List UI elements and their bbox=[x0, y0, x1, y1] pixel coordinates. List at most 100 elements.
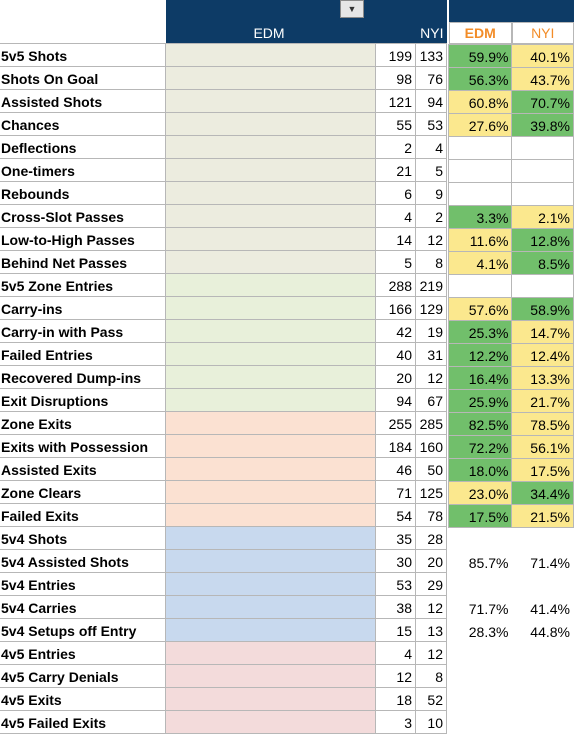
row-label[interactable]: 5v4 Setups off Entry bbox=[0, 618, 166, 642]
row-label[interactable]: Zone Exits bbox=[0, 411, 166, 435]
row-bar-cell[interactable] bbox=[165, 549, 376, 573]
row-label[interactable]: Exits with Possession bbox=[0, 434, 166, 458]
edm-value[interactable]: 121 bbox=[375, 89, 416, 113]
edm-value[interactable]: 184 bbox=[375, 434, 416, 458]
row-bar-cell[interactable] bbox=[165, 710, 376, 734]
edm-value[interactable]: 255 bbox=[375, 411, 416, 435]
edm-value[interactable]: 53 bbox=[375, 572, 416, 596]
nyi-pct[interactable]: 43.7% bbox=[511, 67, 574, 91]
row-bar-cell[interactable] bbox=[165, 135, 376, 159]
nyi-pct[interactable]: 58.9% bbox=[511, 297, 574, 321]
nyi-pct[interactable] bbox=[511, 642, 574, 666]
nyi-pct[interactable] bbox=[511, 688, 574, 712]
row-bar-cell[interactable] bbox=[165, 503, 376, 527]
edm-pct[interactable]: 59.9% bbox=[447, 44, 513, 68]
edm-pct[interactable]: 25.9% bbox=[447, 389, 513, 413]
row-label[interactable]: 5v5 Shots bbox=[0, 43, 166, 67]
edm-pct[interactable]: 82.5% bbox=[447, 412, 513, 436]
nyi-value[interactable]: 4 bbox=[415, 135, 447, 159]
edm-pct[interactable] bbox=[447, 527, 513, 551]
filter-dropdown-button[interactable]: ▼ bbox=[340, 0, 364, 18]
nyi-pct[interactable] bbox=[511, 274, 574, 298]
nyi-value[interactable]: 129 bbox=[415, 296, 447, 320]
edm-value[interactable]: 20 bbox=[375, 365, 416, 389]
row-label[interactable]: Assisted Shots bbox=[0, 89, 166, 113]
row-bar-cell[interactable] bbox=[165, 342, 376, 366]
edm-value[interactable]: 199 bbox=[375, 43, 416, 67]
row-label[interactable]: 5v5 Zone Entries bbox=[0, 273, 166, 297]
row-label[interactable]: Failed Entries bbox=[0, 342, 166, 366]
edm-value[interactable]: 94 bbox=[375, 388, 416, 412]
nyi-value[interactable]: 2 bbox=[415, 204, 447, 228]
row-bar-cell[interactable] bbox=[165, 89, 376, 113]
edm-value[interactable]: 4 bbox=[375, 641, 416, 665]
row-bar-cell[interactable] bbox=[165, 273, 376, 297]
row-bar-cell[interactable] bbox=[165, 112, 376, 136]
row-label[interactable]: Failed Exits bbox=[0, 503, 166, 527]
row-bar-cell[interactable] bbox=[165, 641, 376, 665]
nyi-pct[interactable]: 78.5% bbox=[511, 412, 574, 436]
nyi-pct[interactable] bbox=[511, 136, 574, 160]
row-bar-cell[interactable] bbox=[165, 388, 376, 412]
nyi-pct[interactable]: 17.5% bbox=[511, 458, 574, 482]
row-label[interactable]: 4v5 Exits bbox=[0, 687, 166, 711]
edm-value[interactable]: 6 bbox=[375, 181, 416, 205]
nyi-pct[interactable]: 71.4% bbox=[511, 550, 574, 574]
nyi-value[interactable]: 20 bbox=[415, 549, 447, 573]
row-label[interactable]: 5v4 Entries bbox=[0, 572, 166, 596]
edm-value[interactable]: 42 bbox=[375, 319, 416, 343]
edm-value[interactable]: 55 bbox=[375, 112, 416, 136]
row-label[interactable]: Carry-in with Pass bbox=[0, 319, 166, 343]
nyi-value[interactable]: 133 bbox=[415, 43, 447, 67]
row-label[interactable]: 4v5 Entries bbox=[0, 641, 166, 665]
edm-pct[interactable] bbox=[447, 136, 513, 160]
row-bar-cell[interactable] bbox=[165, 43, 376, 67]
edm-pct[interactable]: 18.0% bbox=[447, 458, 513, 482]
edm-pct[interactable]: 85.7% bbox=[447, 550, 513, 574]
edm-value[interactable]: 35 bbox=[375, 526, 416, 550]
row-bar-cell[interactable] bbox=[165, 687, 376, 711]
nyi-pct[interactable]: 70.7% bbox=[511, 90, 574, 114]
row-label[interactable]: Carry-ins bbox=[0, 296, 166, 320]
row-label[interactable]: Deflections bbox=[0, 135, 166, 159]
edm-pct[interactable] bbox=[447, 642, 513, 666]
edm-pct[interactable] bbox=[447, 274, 513, 298]
row-label[interactable]: 5v4 Carries bbox=[0, 595, 166, 619]
row-bar-cell[interactable] bbox=[165, 526, 376, 550]
edm-pct[interactable]: 12.2% bbox=[447, 343, 513, 367]
nyi-value[interactable]: 285 bbox=[415, 411, 447, 435]
nyi-pct[interactable] bbox=[511, 182, 574, 206]
row-label[interactable]: Cross-Slot Passes bbox=[0, 204, 166, 228]
edm-pct[interactable]: 4.1% bbox=[447, 251, 513, 275]
nyi-value[interactable]: 5 bbox=[415, 158, 447, 182]
edm-pct[interactable]: 3.3% bbox=[447, 205, 513, 229]
nyi-pct[interactable] bbox=[511, 527, 574, 551]
edm-value[interactable]: 3 bbox=[375, 710, 416, 734]
edm-pct[interactable]: 60.8% bbox=[447, 90, 513, 114]
nyi-pct[interactable] bbox=[511, 159, 574, 183]
edm-value[interactable]: 18 bbox=[375, 687, 416, 711]
nyi-pct[interactable]: 13.3% bbox=[511, 366, 574, 390]
nyi-pct[interactable]: 44.8% bbox=[511, 619, 574, 643]
row-bar-cell[interactable] bbox=[165, 227, 376, 251]
nyi-pct[interactable]: 21.7% bbox=[511, 389, 574, 413]
row-bar-cell[interactable] bbox=[165, 158, 376, 182]
nyi-value[interactable]: 78 bbox=[415, 503, 447, 527]
edm-pct[interactable]: 27.6% bbox=[447, 113, 513, 137]
row-bar-cell[interactable] bbox=[165, 319, 376, 343]
nyi-value[interactable]: 219 bbox=[415, 273, 447, 297]
edm-value[interactable]: 15 bbox=[375, 618, 416, 642]
edm-value[interactable]: 40 bbox=[375, 342, 416, 366]
row-label[interactable]: Low-to-High Passes bbox=[0, 227, 166, 251]
nyi-pct[interactable]: 14.7% bbox=[511, 320, 574, 344]
row-label[interactable]: Shots On Goal bbox=[0, 66, 166, 90]
nyi-value[interactable]: 9 bbox=[415, 181, 447, 205]
row-label[interactable]: Chances bbox=[0, 112, 166, 136]
edm-value[interactable]: 21 bbox=[375, 158, 416, 182]
row-bar-cell[interactable] bbox=[165, 204, 376, 228]
nyi-pct[interactable]: 34.4% bbox=[511, 481, 574, 505]
edm-pct[interactable] bbox=[447, 182, 513, 206]
edm-value[interactable]: 14 bbox=[375, 227, 416, 251]
row-bar-cell[interactable] bbox=[165, 572, 376, 596]
row-label[interactable]: Rebounds bbox=[0, 181, 166, 205]
